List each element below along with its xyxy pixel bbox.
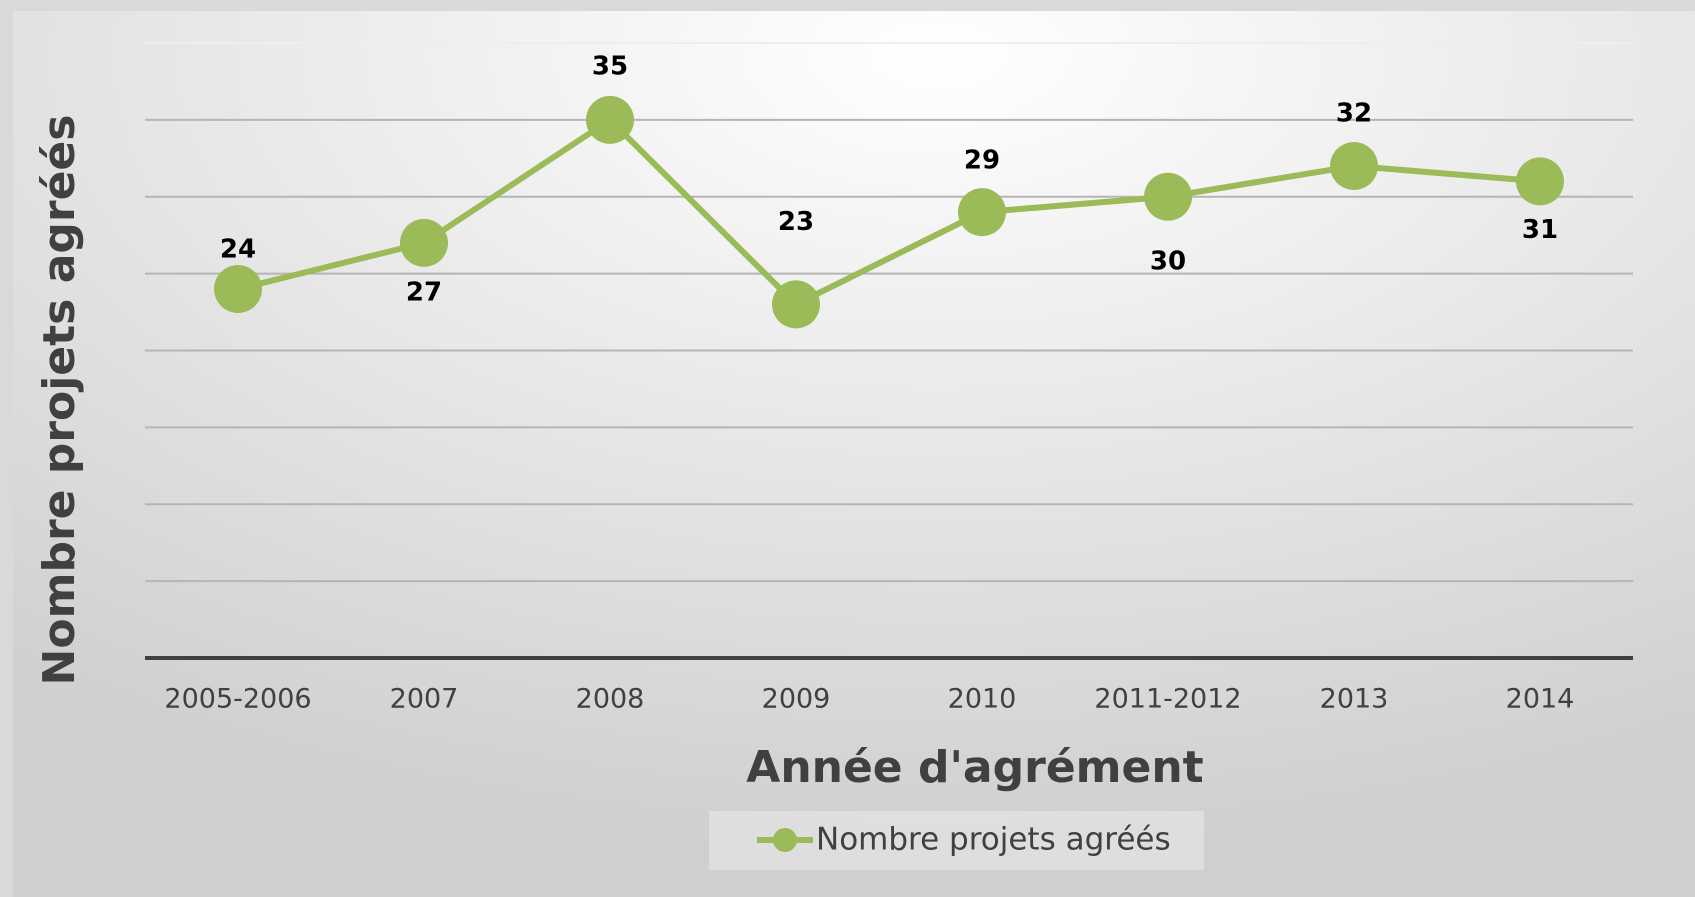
legend-marker [773, 828, 797, 852]
data-label: 35 [592, 51, 628, 81]
marker [958, 188, 1006, 237]
marker [772, 280, 820, 329]
x-tick-label: 2008 [576, 684, 645, 715]
marker [1144, 172, 1192, 221]
data-label: 31 [1522, 215, 1558, 245]
marker [400, 218, 448, 267]
x-tick-label: 2010 [948, 684, 1017, 715]
line [237, 116, 1541, 309]
data-label: 29 [964, 146, 1000, 176]
data-label: 30 [1150, 246, 1186, 276]
chart-background [13, 11, 1695, 897]
y-axis-title: Nombre projets agréés [34, 115, 85, 686]
marker [1516, 157, 1564, 206]
x-axis-title: Année d'agrément [746, 742, 1203, 793]
legend-label: Nombre projets agréés [816, 822, 1171, 858]
x-tick-label: 2011-2012 [1094, 684, 1241, 715]
x-tick-label: 2007 [390, 684, 459, 715]
x-tick-label: 2005-2006 [164, 684, 311, 715]
data-label: 24 [220, 235, 256, 265]
data-label: 27 [406, 277, 442, 307]
marker [1330, 142, 1378, 190]
marker [586, 95, 634, 144]
marker [214, 265, 262, 313]
x-tick-label: 2013 [1320, 684, 1389, 715]
x-tick-label: 2014 [1506, 684, 1575, 715]
x-tick-label: 2009 [762, 684, 831, 715]
data-label: 32 [1336, 99, 1372, 129]
data-label: 23 [778, 207, 814, 237]
